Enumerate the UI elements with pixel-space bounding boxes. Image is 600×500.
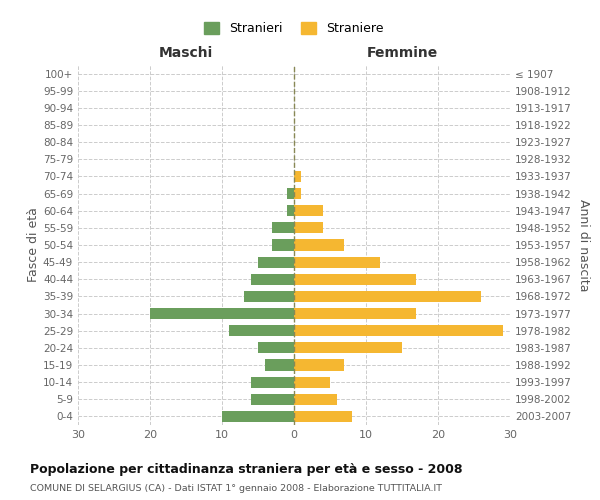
Bar [251, 274, 294, 285]
Bar [294, 325, 503, 336]
Bar [294, 205, 323, 216]
Bar [294, 342, 402, 353]
Legend: Stranieri, Straniere: Stranieri, Straniere [199, 18, 389, 40]
Bar [287, 188, 294, 199]
Bar [222, 411, 294, 422]
Text: Femmine: Femmine [367, 46, 437, 60]
Bar [294, 308, 416, 319]
Bar [265, 360, 294, 370]
Bar [294, 360, 344, 370]
Bar [294, 274, 416, 285]
Text: Popolazione per cittadinanza straniera per età e sesso - 2008: Popolazione per cittadinanza straniera p… [30, 462, 463, 475]
Bar [294, 394, 337, 405]
Bar [294, 291, 481, 302]
Bar [272, 240, 294, 250]
Bar [244, 291, 294, 302]
Y-axis label: Anni di nascita: Anni di nascita [577, 198, 590, 291]
Bar [258, 256, 294, 268]
Bar [229, 325, 294, 336]
Bar [294, 188, 301, 199]
Bar [294, 256, 380, 268]
Bar [272, 222, 294, 234]
Bar [294, 171, 301, 182]
Bar [294, 240, 344, 250]
Bar [258, 342, 294, 353]
Bar [251, 376, 294, 388]
Text: Maschi: Maschi [159, 46, 213, 60]
Bar [150, 308, 294, 319]
Bar [251, 394, 294, 405]
Y-axis label: Fasce di età: Fasce di età [27, 208, 40, 282]
Bar [287, 205, 294, 216]
Bar [294, 411, 352, 422]
Bar [294, 222, 323, 234]
Text: COMUNE DI SELARGIUS (CA) - Dati ISTAT 1° gennaio 2008 - Elaborazione TUTTITALIA.: COMUNE DI SELARGIUS (CA) - Dati ISTAT 1°… [30, 484, 442, 493]
Bar [294, 376, 330, 388]
